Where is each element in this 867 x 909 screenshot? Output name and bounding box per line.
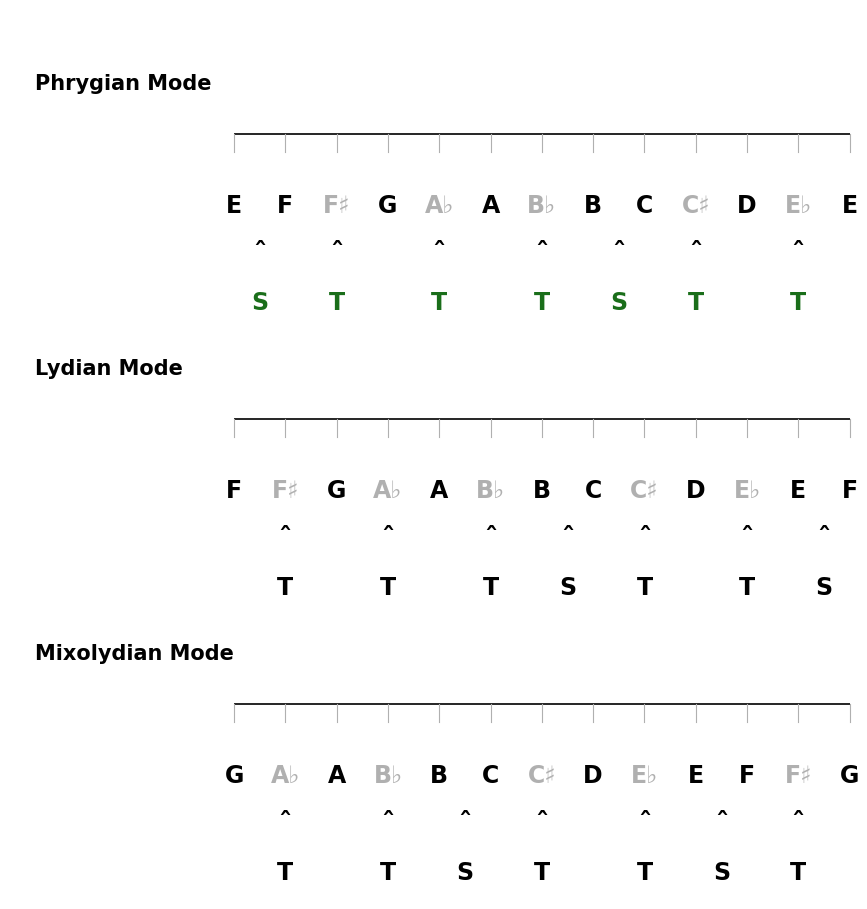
Text: ˆ: ˆ (535, 242, 549, 268)
Text: T: T (534, 291, 550, 315)
Text: ˆ: ˆ (535, 812, 549, 838)
Text: S: S (610, 291, 628, 315)
Text: E♭: E♭ (631, 764, 658, 788)
Text: ˆ: ˆ (714, 812, 728, 838)
Text: B♭: B♭ (374, 764, 402, 788)
Text: B: B (584, 194, 603, 218)
Text: T: T (380, 576, 396, 600)
Text: D: D (583, 764, 603, 788)
Text: ˆ: ˆ (484, 527, 497, 553)
Text: T: T (329, 291, 345, 315)
Text: F♯: F♯ (271, 479, 299, 503)
Text: F♯: F♯ (323, 194, 350, 218)
Text: ˆ: ˆ (689, 242, 702, 268)
Text: G: G (840, 764, 859, 788)
Text: ˆ: ˆ (612, 242, 625, 268)
Text: E♭: E♭ (733, 479, 760, 503)
Text: ˆ: ˆ (381, 812, 394, 838)
Text: E: E (688, 764, 704, 788)
Text: T: T (380, 861, 396, 885)
Text: C♯: C♯ (681, 194, 710, 218)
Text: F: F (226, 479, 242, 503)
Text: ˆ: ˆ (740, 527, 753, 553)
Text: E: E (842, 194, 857, 218)
Text: T: T (739, 576, 755, 600)
Text: E♭: E♭ (785, 194, 812, 218)
Text: ˆ: ˆ (459, 812, 472, 838)
Text: T: T (534, 861, 550, 885)
Text: G: G (225, 764, 244, 788)
Text: F♯: F♯ (785, 764, 812, 788)
Text: Lydian Mode: Lydian Mode (35, 359, 183, 379)
Text: T: T (277, 861, 293, 885)
Text: B♭: B♭ (476, 479, 505, 503)
Text: S: S (251, 291, 268, 315)
Text: ˆ: ˆ (381, 527, 394, 553)
Text: A♭: A♭ (271, 764, 300, 788)
Text: ˆ: ˆ (792, 242, 805, 268)
Text: S: S (713, 861, 730, 885)
Text: ˆ: ˆ (638, 527, 651, 553)
Text: C: C (482, 764, 499, 788)
Text: G: G (378, 194, 398, 218)
Text: G: G (327, 479, 347, 503)
Text: E: E (791, 479, 806, 503)
Text: A: A (481, 194, 499, 218)
Text: B♭: B♭ (527, 194, 557, 218)
Text: F: F (277, 194, 293, 218)
Text: T: T (483, 576, 499, 600)
Text: ˆ: ˆ (433, 242, 446, 268)
Text: A: A (430, 479, 448, 503)
Text: ˆ: ˆ (818, 527, 831, 553)
Text: T: T (791, 861, 806, 885)
Text: A♭: A♭ (374, 479, 402, 503)
Text: Phrygian Mode: Phrygian Mode (35, 74, 212, 94)
Text: ˆ: ˆ (253, 242, 266, 268)
Text: A♭: A♭ (425, 194, 454, 218)
Text: E: E (226, 194, 242, 218)
Text: C♯: C♯ (630, 479, 659, 503)
Text: D: D (686, 479, 706, 503)
Text: ˆ: ˆ (330, 242, 343, 268)
Text: T: T (688, 291, 704, 315)
Text: F: F (842, 479, 857, 503)
Text: C: C (584, 479, 602, 503)
Text: D: D (737, 194, 757, 218)
Text: B: B (533, 479, 551, 503)
Text: C♯: C♯ (527, 764, 557, 788)
Text: B: B (430, 764, 448, 788)
Text: ˆ: ˆ (561, 527, 574, 553)
Text: S: S (816, 576, 832, 600)
Text: ˆ: ˆ (638, 812, 651, 838)
Text: T: T (636, 861, 653, 885)
Text: ˆ: ˆ (279, 812, 292, 838)
Text: T: T (277, 576, 293, 600)
Text: ˆ: ˆ (279, 527, 292, 553)
Text: S: S (559, 576, 576, 600)
Text: T: T (636, 576, 653, 600)
Text: T: T (431, 291, 447, 315)
Text: Mixolydian Mode: Mixolydian Mode (35, 644, 234, 664)
Text: T: T (791, 291, 806, 315)
Text: S: S (456, 861, 473, 885)
Text: C: C (636, 194, 653, 218)
Text: A: A (328, 764, 346, 788)
Text: ˆ: ˆ (792, 812, 805, 838)
Text: F: F (739, 764, 755, 788)
